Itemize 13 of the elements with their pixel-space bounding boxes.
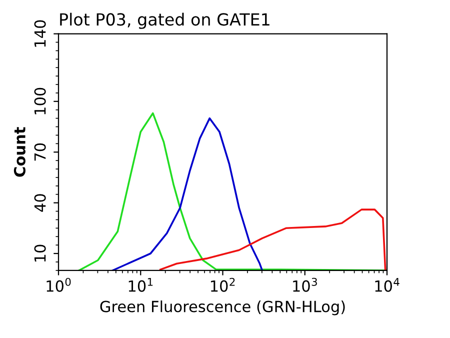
chart-title: Plot P03, gated on GATE1 xyxy=(60,12,270,29)
y-tick-label: 70 xyxy=(34,143,46,161)
y-tick-label: 100 xyxy=(34,88,46,114)
x-tick-label: 10$^{1}$ xyxy=(128,278,153,292)
y-tick-label: 40 xyxy=(34,194,46,212)
x-axis-title: Green Fluorescence (GRN-HLog) xyxy=(100,300,345,316)
y-axis-title: Count xyxy=(14,127,26,177)
x-tick-label: 10$^{3}$ xyxy=(293,278,317,292)
y-tick-label: 10 xyxy=(34,244,46,262)
x-tick-label: 10$^{2}$ xyxy=(210,278,235,292)
x-tick-label: 10$^{4}$ xyxy=(375,278,400,292)
x-tick-label: 10$^{0}$ xyxy=(46,278,71,292)
y-tick-label: 140 xyxy=(34,20,46,47)
